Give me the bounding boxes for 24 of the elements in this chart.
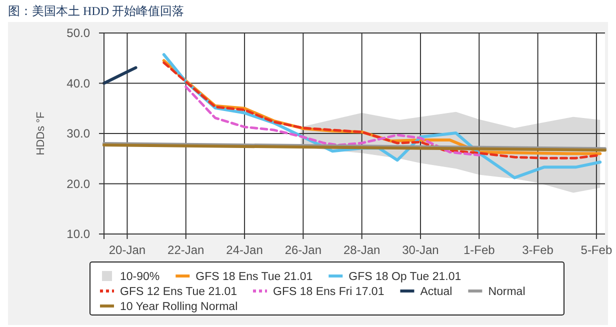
y-tick-label: 30.0 [66,126,90,140]
x-tick-label: 30-Jan [402,243,439,257]
x-tick-label: 26-Jan [284,243,322,257]
legend-label: Actual [420,286,452,298]
legend-label: GFS 18 Ens Fri 17.01 [273,286,384,298]
legend-label: GFS 12 Ens Tue 21.01 [120,286,237,298]
x-tick-label: 5-Feb [580,243,612,257]
y-tick-label: 10.0 [66,227,90,241]
legend-label: GFS 18 Ens Tue 21.01 [196,271,313,283]
y-tick-label: 50.0 [66,26,90,40]
chart-title: 图：美国本土 HDD 开始峰值回落 [8,4,184,18]
x-tick-label: 24-Jan [226,243,263,257]
y-tick-label: 20.0 [66,176,90,191]
x-tick-label: 22-Jan [168,243,204,257]
legend-label: 10 Year Rolling Normal [120,301,238,313]
legend-label: 10-90% [120,271,160,283]
x-tick-label: 20-Jan [108,243,146,257]
legend-label: Normal [488,286,526,298]
y-axis-title: HDDs °F [35,111,47,156]
x-tick-label: 1-Feb [463,243,496,257]
x-tick-label: 3-Feb [522,243,554,257]
x-tick-label: 28-Jan [343,243,380,257]
y-tick-label: 40.0 [66,76,90,90]
legend-label: GFS 18 Op Tue 21.01 [348,271,462,283]
